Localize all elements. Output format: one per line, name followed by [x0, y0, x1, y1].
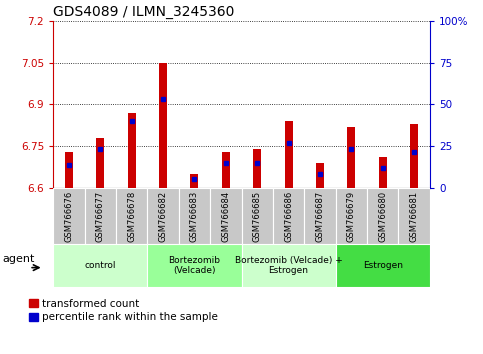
- Text: Bortezomib (Velcade) +
Estrogen: Bortezomib (Velcade) + Estrogen: [235, 256, 342, 275]
- Bar: [128, 113, 136, 188]
- Text: GSM766680: GSM766680: [378, 190, 387, 241]
- Text: GSM766682: GSM766682: [158, 190, 168, 241]
- Text: GSM766677: GSM766677: [96, 190, 105, 241]
- FancyBboxPatch shape: [336, 244, 430, 287]
- Text: GSM766676: GSM766676: [64, 190, 73, 241]
- Bar: [222, 152, 230, 188]
- Text: GSM766686: GSM766686: [284, 190, 293, 241]
- FancyBboxPatch shape: [242, 244, 336, 287]
- FancyBboxPatch shape: [147, 188, 179, 244]
- FancyBboxPatch shape: [147, 244, 242, 287]
- Bar: [65, 152, 73, 188]
- Text: control: control: [85, 261, 116, 270]
- Text: agent: agent: [3, 254, 35, 264]
- FancyBboxPatch shape: [53, 244, 147, 287]
- Bar: [96, 138, 104, 188]
- Text: GSM766687: GSM766687: [315, 190, 325, 241]
- FancyBboxPatch shape: [367, 188, 398, 244]
- FancyBboxPatch shape: [53, 188, 85, 244]
- Text: GSM766679: GSM766679: [347, 190, 356, 241]
- FancyBboxPatch shape: [242, 188, 273, 244]
- Text: GDS4089 / ILMN_3245360: GDS4089 / ILMN_3245360: [53, 5, 235, 19]
- Text: GSM766684: GSM766684: [221, 190, 230, 241]
- FancyBboxPatch shape: [179, 188, 210, 244]
- FancyBboxPatch shape: [273, 188, 304, 244]
- FancyBboxPatch shape: [304, 188, 336, 244]
- Bar: [190, 174, 199, 188]
- FancyBboxPatch shape: [398, 188, 430, 244]
- Text: GSM766685: GSM766685: [253, 190, 262, 241]
- Bar: [316, 163, 324, 188]
- Bar: [253, 149, 261, 188]
- FancyBboxPatch shape: [210, 188, 242, 244]
- Bar: [284, 121, 293, 188]
- Text: GSM766683: GSM766683: [190, 190, 199, 241]
- Bar: [347, 127, 355, 188]
- Text: GSM766681: GSM766681: [410, 190, 419, 241]
- Legend: transformed count, percentile rank within the sample: transformed count, percentile rank withi…: [29, 299, 218, 322]
- Text: Bortezomib
(Velcade): Bortezomib (Velcade): [169, 256, 220, 275]
- FancyBboxPatch shape: [336, 188, 367, 244]
- Bar: [410, 124, 418, 188]
- Text: GSM766678: GSM766678: [127, 190, 136, 241]
- Bar: [379, 157, 387, 188]
- FancyBboxPatch shape: [85, 188, 116, 244]
- FancyBboxPatch shape: [116, 188, 147, 244]
- Bar: [159, 63, 167, 188]
- Text: Estrogen: Estrogen: [363, 261, 403, 270]
